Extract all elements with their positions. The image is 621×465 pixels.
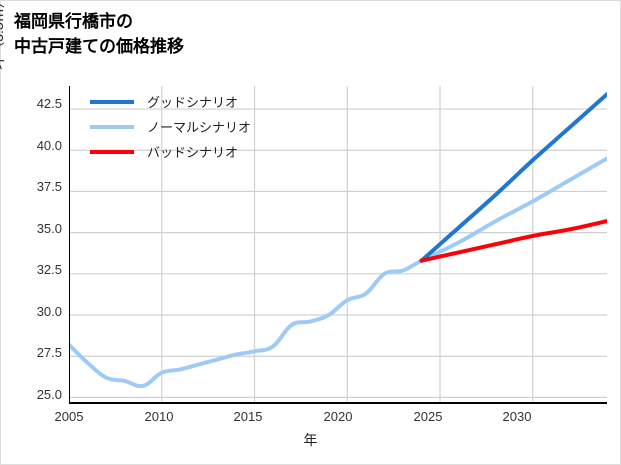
legend-item-bad[interactable]: バッドシナリオ (90, 139, 320, 164)
y-tick-label: 40.0 (36, 138, 62, 153)
y-axis-label: 坪（3.3㎡）単価（万円） (0, 0, 8, 105)
y-tick-label: 30.0 (36, 304, 62, 319)
series-line (419, 92, 607, 263)
legend-label-normal: ノーマルシナリオ (147, 120, 252, 135)
x-tick-label: 2015 (233, 409, 263, 424)
y-tick-label: 27.5 (36, 345, 62, 360)
legend-swatch-normal (90, 124, 134, 129)
chart-plot-svg (69, 86, 607, 404)
chart-title: 福岡県行橋市の 中古戸建ての価格推移 (14, 12, 184, 56)
legend-swatch-good (90, 99, 134, 104)
legend-label-bad: バッドシナリオ (147, 145, 239, 160)
x-tick-label: 2005 (54, 409, 84, 424)
chart-legend: グッドシナリオ ノーマルシナリオ バッドシナリオ (90, 89, 320, 164)
legend-item-normal[interactable]: ノーマルシナリオ (90, 114, 320, 139)
x-tick-label: 2010 (144, 409, 174, 424)
x-tick-label: 2025 (413, 409, 443, 424)
x-tick-label: 2030 (502, 409, 532, 424)
axis-spines (69, 86, 607, 404)
x-axis-label: 年 (303, 432, 318, 448)
data-lines (69, 92, 607, 389)
plot-area (69, 86, 607, 404)
series-line (69, 156, 607, 389)
series-line (419, 219, 607, 263)
legend-swatch-bad (90, 149, 134, 154)
legend-label-good: グッドシナリオ (147, 95, 239, 110)
y-tick-label: 37.5 (36, 179, 62, 194)
y-tick-label: 25.0 (36, 387, 62, 402)
y-tick-label: 32.5 (36, 262, 62, 277)
legend-item-good[interactable]: グッドシナリオ (90, 89, 320, 114)
grid-lines (69, 86, 607, 404)
y-tick-label: 35.0 (36, 221, 62, 236)
x-tick-label: 2020 (323, 409, 353, 424)
y-tick-label: 42.5 (36, 96, 62, 111)
